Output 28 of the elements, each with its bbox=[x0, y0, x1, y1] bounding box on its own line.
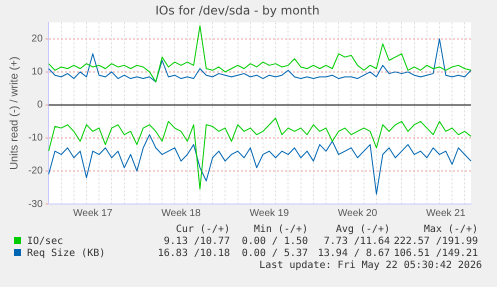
text: Avg (-/+) bbox=[336, 224, 390, 235]
text: 106.51 /149.21 bbox=[394, 248, 478, 259]
legend-label: Req Size (KB) bbox=[26, 248, 106, 259]
x-tick-label: Week 19 bbox=[250, 208, 290, 219]
y-axis-title: Units read (-) / write (+) bbox=[8, 56, 21, 170]
text: 16.83 /10.18 bbox=[158, 248, 230, 259]
y-tick-label: -30 bbox=[28, 198, 44, 210]
x-tick-label: Week 18 bbox=[161, 208, 202, 219]
x-tick-label: Week 17 bbox=[73, 208, 113, 219]
y-tick-label: 0 bbox=[37, 100, 44, 111]
text: 9.13 /10.77 bbox=[164, 236, 230, 247]
text: 0.00 / 5.37 bbox=[242, 248, 308, 259]
text: 7.73 /11.64 bbox=[324, 236, 390, 247]
legend-label: IO/sec bbox=[26, 236, 64, 247]
y-tick-label: -20 bbox=[28, 166, 44, 177]
text: 222.57 /191.99 bbox=[394, 236, 478, 247]
chart-title: IOs for /dev/sda - by month bbox=[155, 3, 320, 18]
text: Max (-/+) bbox=[424, 224, 478, 235]
text: Cur (-/+) bbox=[176, 224, 230, 235]
x-tick-label: Week 20 bbox=[338, 208, 378, 219]
y-tick-label: -10 bbox=[28, 132, 44, 144]
x-tick-label: Week 21 bbox=[426, 208, 466, 219]
text: 13.94 / 8.67 bbox=[318, 248, 390, 259]
text: Last update: Fri May 22 05:30:42 2026 bbox=[259, 260, 482, 271]
y-tick-label: 10 bbox=[32, 66, 44, 78]
text: Min (-/+) bbox=[254, 224, 308, 235]
text: 0.00 / 1.50 bbox=[242, 236, 308, 247]
y-tick-label: 20 bbox=[32, 34, 44, 45]
